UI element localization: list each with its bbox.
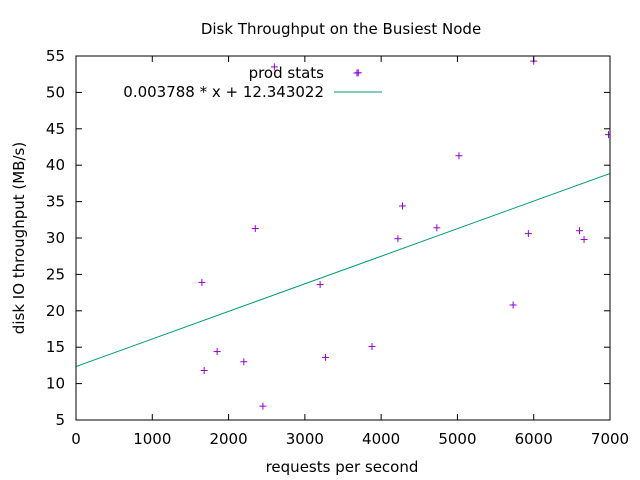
data-point [575, 227, 583, 235]
data-point [200, 366, 208, 374]
data-point [394, 235, 402, 243]
x-tick-label: 6000 [515, 430, 553, 448]
x-tick-label: 5000 [438, 430, 476, 448]
y-tick-label: 25 [46, 265, 65, 283]
data-point [368, 342, 376, 350]
y-tick-label: 50 [46, 83, 65, 101]
chart-title: Disk Throughput on the Busiest Node [201, 20, 481, 38]
x-tick-label: 0 [71, 430, 81, 448]
x-tick-label: 4000 [362, 430, 400, 448]
data-point [399, 202, 407, 210]
data-point [240, 358, 248, 366]
y-tick-label: 45 [46, 120, 65, 138]
axes: 0 1000 2000 3000 4000 5000 6000 7000 5 10 15 20 25 30… [46, 47, 629, 448]
y-tick-label: 10 [46, 375, 65, 393]
legend-label-points: prod stats [249, 64, 325, 82]
x-tick-label: 3000 [286, 430, 324, 448]
fit-line [76, 173, 610, 368]
data-point [251, 225, 259, 233]
data-point [580, 235, 588, 243]
y-axis-label: disk IO throughput (MB/s) [10, 142, 28, 334]
y-tick-label: 20 [46, 302, 65, 320]
data-point [455, 152, 463, 160]
plot-area [76, 57, 610, 410]
data-point [259, 402, 267, 410]
y-tick-label: 40 [46, 156, 65, 174]
data-point [509, 301, 517, 309]
x-axis-label: requests per second [266, 458, 419, 476]
y-tick-label: 15 [46, 338, 65, 356]
data-point [524, 230, 532, 238]
data-point [604, 131, 610, 139]
data-point [213, 348, 221, 356]
data-point [198, 278, 206, 286]
legend-label-line: 0.003788 * x + 12.343022 [123, 83, 324, 101]
data-point [316, 281, 324, 289]
x-tick-label: 7000 [591, 430, 629, 448]
data-point [270, 63, 278, 71]
x-tick-label: 2000 [209, 430, 247, 448]
data-point [321, 353, 329, 361]
y-tick-label: 30 [46, 229, 65, 247]
y-tick-label: 35 [46, 193, 65, 211]
y-tick-label: 5 [55, 411, 65, 429]
legend-marker-points [353, 69, 361, 77]
data-point [433, 224, 441, 232]
y-tick-label: 55 [46, 47, 65, 65]
x-tick-label: 1000 [133, 430, 171, 448]
plot-frame [75, 55, 611, 421]
